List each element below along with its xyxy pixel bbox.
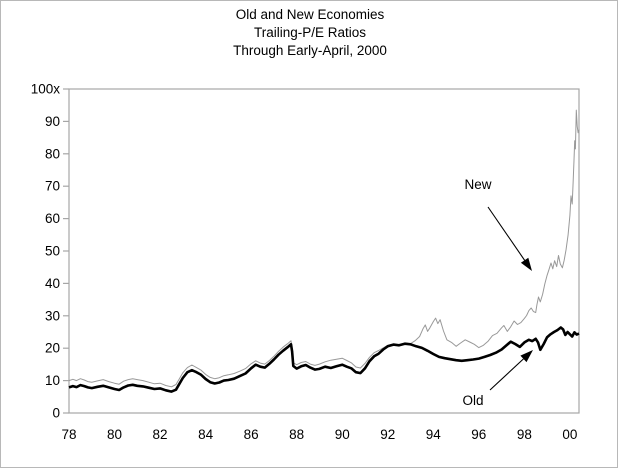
x-axis-tick-label: 96 (471, 427, 486, 442)
series-lines (68, 109, 580, 393)
y-axis-tick-label: 100x (31, 82, 61, 97)
series-line-new (68, 109, 580, 388)
y-axis-tick-label: 30 (45, 308, 60, 323)
annotation-label-new: New (464, 177, 491, 192)
y-axis-tick-label: 90 (45, 114, 60, 129)
x-axis-tick-label: 98 (517, 427, 532, 442)
y-axis-tick-label: 50 (45, 244, 60, 259)
chart-title-line1: Old and New Economies (235, 7, 385, 22)
x-axis-tick-label: 86 (244, 427, 259, 442)
x-axis-tick-label: 78 (61, 427, 76, 442)
x-axis-tick-label: 94 (426, 427, 442, 442)
y-axis: 0 10 20 30 40 50 60 70 80 90 100x (31, 82, 69, 421)
y-axis-tick-label: 80 (45, 146, 60, 161)
x-axis-tick-label: 88 (289, 427, 304, 442)
y-axis-tick-label: 20 (45, 341, 60, 356)
y-axis-tick-label: 40 (45, 276, 60, 291)
x-axis-tick-label: 92 (380, 427, 395, 442)
x-axis-tick-label: 90 (335, 427, 350, 442)
plot-frame (68, 88, 580, 414)
annotations: New Old (462, 177, 533, 408)
annotation-arrowhead-old (520, 350, 533, 363)
y-axis-tick-label: 70 (45, 179, 60, 194)
x-axis-tick-label: 84 (198, 427, 214, 442)
x-axis-tick-label: 00 (562, 427, 577, 442)
chart-title-line2: Trailing-P/E Ratios (253, 25, 367, 40)
x-axis: 78 80 82 84 86 88 90 92 94 96 98 00 (61, 427, 577, 442)
chart-title-line3: Through Early-April, 2000 (233, 43, 387, 58)
y-axis-tick-label: 10 (45, 373, 60, 388)
annotation-label-old: Old (462, 393, 483, 408)
plot-frame-box (68, 88, 580, 414)
chart-title: Old and New Economies Trailing-P/E Ratio… (1, 6, 617, 60)
annotation-arrow-line-new (487, 206, 526, 261)
x-axis-tick-label: 80 (107, 427, 122, 442)
annotation-arrowhead-new (520, 257, 532, 271)
y-axis-tick-label: 0 (52, 406, 60, 421)
y-axis-tick-label: 60 (45, 211, 60, 226)
series-line-old (68, 326, 580, 393)
annotation-arrow-line-old (489, 358, 524, 391)
x-axis-tick-label: 82 (153, 427, 168, 442)
